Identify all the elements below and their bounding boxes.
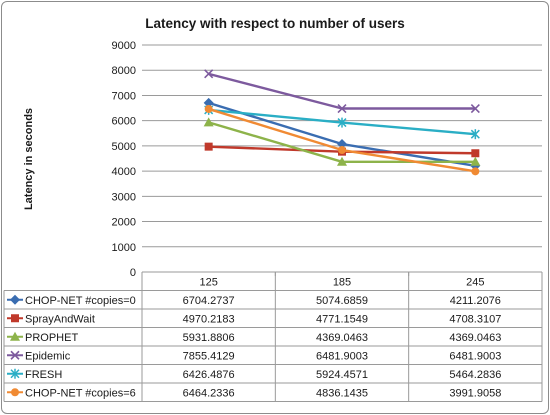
data-point — [337, 103, 347, 114]
legend-label: SprayAndWait — [25, 313, 95, 325]
data-table: 125 185 245 CHOP-NET #copies=0 6704.2737 5074… — [3, 271, 543, 402]
legend-key-marker — [10, 368, 20, 379]
legend-key — [7, 294, 23, 305]
table-cell: 6464.2336 — [183, 387, 235, 399]
y-tick-label: 2000 — [112, 217, 136, 229]
series-prophet — [203, 117, 481, 166]
table-cell: 6704.2737 — [183, 295, 235, 307]
data-point — [204, 104, 213, 113]
x-tick-label: 185 — [333, 277, 351, 289]
data-point — [203, 97, 214, 108]
y-tick-label: 4000 — [112, 166, 136, 178]
data-point — [470, 103, 480, 114]
data-point — [337, 117, 347, 128]
y-tick-label: 5000 — [112, 141, 136, 153]
plot-series — [203, 69, 481, 176]
table-cell: 4211.2076 — [450, 295, 501, 307]
table-cell: 6426.4876 — [183, 369, 235, 381]
table-cell: 4369.0463 — [449, 332, 501, 344]
data-point — [337, 139, 347, 150]
table-cell: 5931.8806 — [183, 332, 235, 344]
table-cell: 3991.9058 — [449, 387, 501, 399]
legend-label: Epidemic — [25, 350, 71, 362]
y-tick-label: 1000 — [112, 242, 136, 254]
series-chop-net-copies-6 — [204, 104, 480, 176]
legend-label: CHOP-NET #copies=6 — [25, 387, 136, 399]
y-tick-label: 3000 — [112, 191, 136, 203]
table-cell: 7855.4129 — [183, 350, 235, 362]
table-cell: 5924.4571 — [316, 369, 368, 381]
y-tick-label: 0 — [130, 267, 136, 279]
table-cell: 6481.9003 — [316, 350, 368, 362]
legend-key-marker — [11, 388, 19, 397]
x-tick-label: 245 — [466, 277, 484, 289]
legend-key-marker — [10, 350, 20, 360]
legend-label: CHOP-NET #copies=0 — [25, 295, 136, 307]
y-tick-label: 6000 — [112, 116, 136, 128]
legend-key-marker — [11, 314, 19, 323]
legend-label: PROPHET — [25, 332, 78, 344]
legend-key-marker — [10, 331, 20, 341]
table-cell: 4836.1435 — [316, 387, 368, 399]
chart-title: Latency with respect to number of users — [145, 16, 405, 31]
legend-key-marker — [10, 294, 20, 305]
table-cell: 5074.6859 — [316, 295, 368, 307]
y-tick-label: 8000 — [112, 65, 136, 77]
table-cell: 4708.3107 — [449, 313, 501, 325]
y-tick-label: 9000 — [112, 40, 136, 52]
legend-key — [7, 314, 23, 323]
data-point — [470, 156, 481, 166]
y-axis-label: Latency in seconds — [23, 108, 35, 210]
table-cell: 4970.2183 — [183, 313, 235, 325]
data-point — [470, 129, 480, 140]
data-point — [203, 117, 214, 127]
data-point — [337, 156, 347, 166]
legend-key — [7, 368, 23, 379]
grid: 0 1000 2000 3000 4000 5000 6000 7000 8000 9000 — [112, 40, 543, 279]
data-point — [471, 149, 480, 158]
y-tick-label: 7000 — [112, 90, 136, 102]
table-cell: 6481.9003 — [449, 350, 501, 362]
series-epidemic — [204, 69, 480, 114]
x-tick-label: 125 — [199, 277, 217, 289]
data-point — [204, 142, 213, 151]
table-cell: 4369.0463 — [316, 332, 368, 344]
legend-label: FRESH — [25, 369, 62, 381]
legend-key — [7, 350, 23, 360]
series-line — [208, 72, 476, 110]
data-point — [204, 69, 214, 79]
legend-key — [7, 331, 23, 341]
data-point — [471, 167, 480, 176]
table-cell: 5464.2836 — [449, 369, 501, 381]
legend-key — [7, 388, 23, 397]
table-cell: 4771.1549 — [316, 313, 368, 325]
data-point — [338, 146, 346, 155]
